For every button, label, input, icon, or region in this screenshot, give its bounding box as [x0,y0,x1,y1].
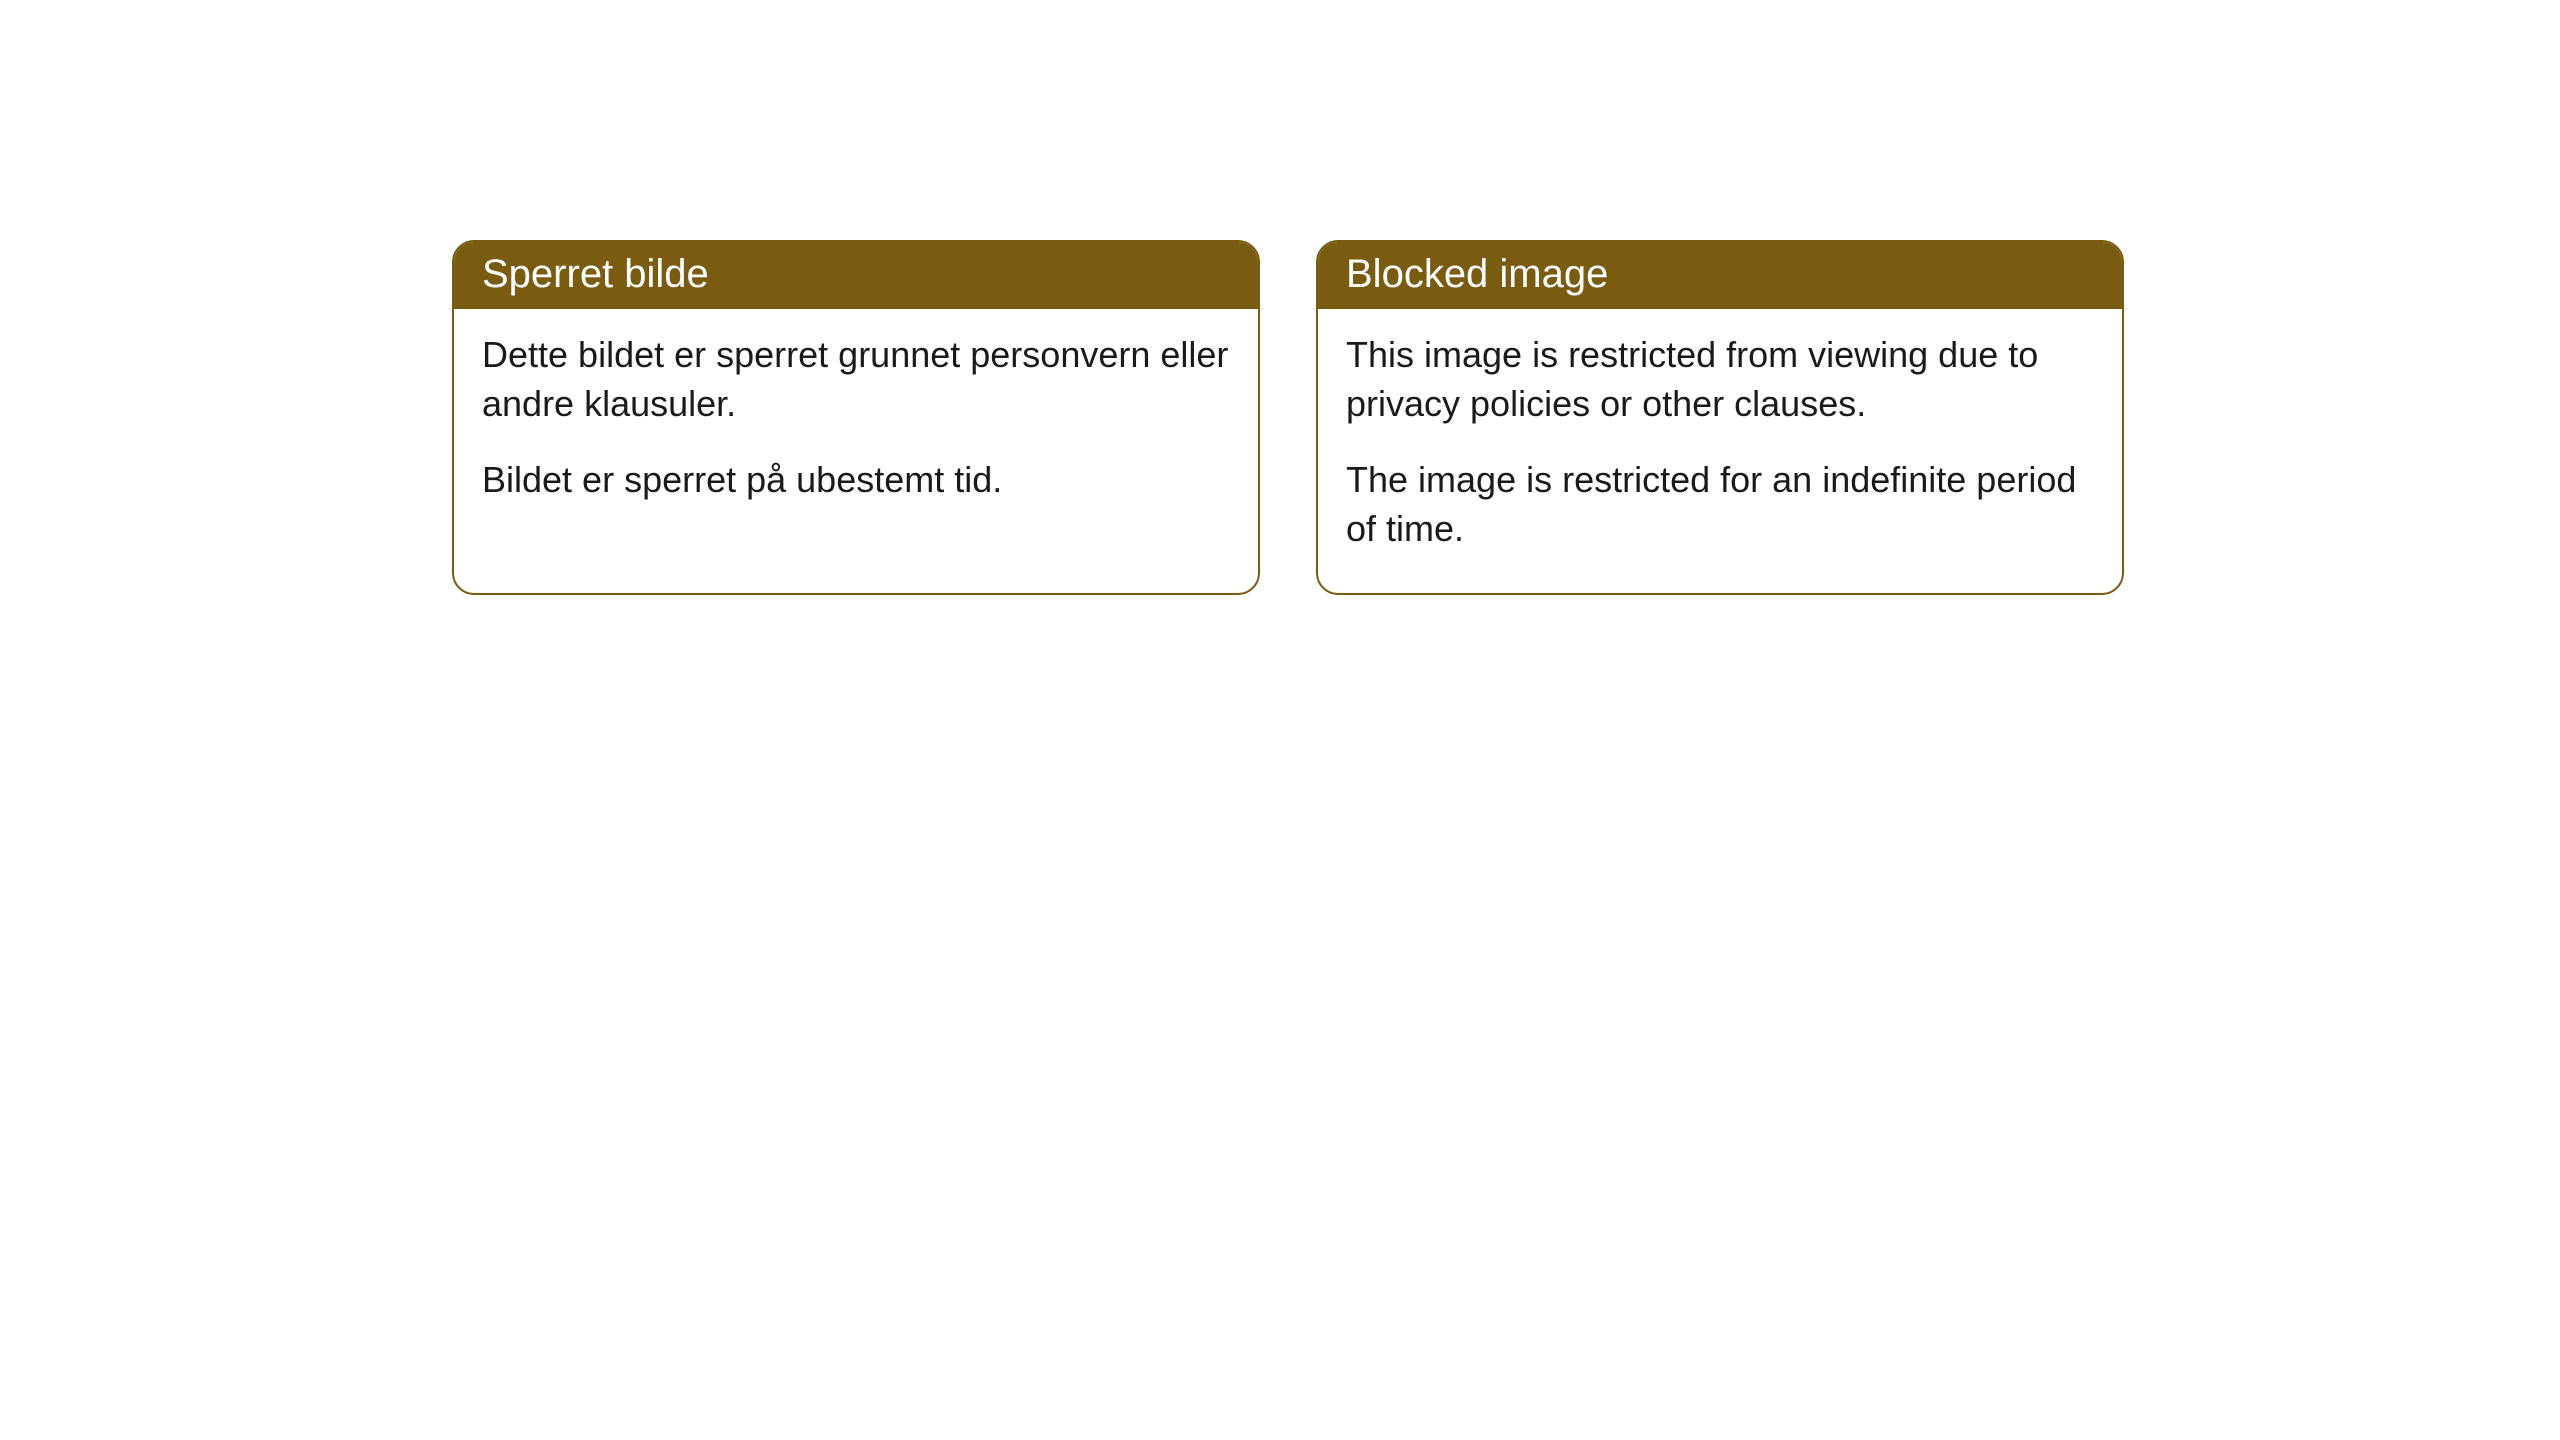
blocked-image-card-en: Blocked image This image is restricted f… [1316,240,2124,595]
card-header-no: Sperret bilde [454,242,1258,309]
card-text-en-2: The image is restricted for an indefinit… [1346,456,2094,553]
card-text-en-1: This image is restricted from viewing du… [1346,331,2094,428]
card-header-en: Blocked image [1318,242,2122,309]
card-text-no-1: Dette bildet er sperret grunnet personve… [482,331,1230,428]
card-body-en: This image is restricted from viewing du… [1318,309,2122,593]
card-title-en: Blocked image [1346,252,1608,296]
blocked-image-card-no: Sperret bilde Dette bildet er sperret gr… [452,240,1260,595]
card-title-no: Sperret bilde [482,252,709,296]
card-text-no-2: Bildet er sperret på ubestemt tid. [482,456,1230,505]
notice-container: Sperret bilde Dette bildet er sperret gr… [452,240,2124,595]
card-body-no: Dette bildet er sperret grunnet personve… [454,309,1258,545]
